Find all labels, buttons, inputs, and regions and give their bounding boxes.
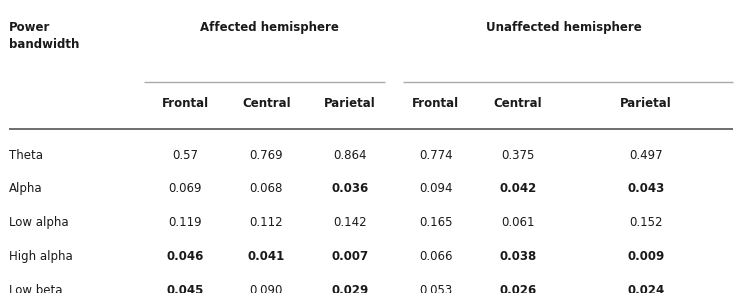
Text: 0.497: 0.497: [629, 149, 663, 162]
Text: 0.774: 0.774: [419, 149, 453, 162]
Text: 0.053: 0.053: [419, 284, 453, 293]
Text: 0.029: 0.029: [332, 284, 368, 293]
Text: 0.061: 0.061: [501, 216, 534, 229]
Text: 0.041: 0.041: [248, 250, 285, 263]
Text: Central: Central: [242, 97, 290, 110]
Text: 0.009: 0.009: [627, 250, 665, 263]
Text: 0.069: 0.069: [169, 183, 202, 195]
Text: 0.042: 0.042: [499, 183, 537, 195]
Text: 0.165: 0.165: [419, 216, 453, 229]
Text: Parietal: Parietal: [324, 97, 376, 110]
Text: 0.142: 0.142: [333, 216, 367, 229]
Text: 0.046: 0.046: [167, 250, 204, 263]
Text: Parietal: Parietal: [620, 97, 672, 110]
Text: Power
bandwidth: Power bandwidth: [9, 21, 79, 50]
Text: 0.119: 0.119: [169, 216, 202, 229]
Text: 0.026: 0.026: [499, 284, 537, 293]
Text: 0.375: 0.375: [501, 149, 534, 162]
Text: 0.024: 0.024: [627, 284, 665, 293]
Text: 0.769: 0.769: [250, 149, 283, 162]
Text: 0.864: 0.864: [333, 149, 367, 162]
Text: 0.068: 0.068: [250, 183, 283, 195]
Text: 0.045: 0.045: [167, 284, 204, 293]
Text: 0.038: 0.038: [499, 250, 537, 263]
Text: High alpha: High alpha: [9, 250, 72, 263]
Text: Frontal: Frontal: [412, 97, 459, 110]
Text: Alpha: Alpha: [9, 183, 43, 195]
Text: 0.007: 0.007: [332, 250, 368, 263]
Text: 0.066: 0.066: [419, 250, 453, 263]
Text: 0.57: 0.57: [172, 149, 198, 162]
Text: 0.043: 0.043: [627, 183, 665, 195]
Text: Affected hemisphere: Affected hemisphere: [200, 21, 338, 33]
Text: Low alpha: Low alpha: [9, 216, 69, 229]
Text: 0.112: 0.112: [250, 216, 283, 229]
Text: 0.090: 0.090: [250, 284, 283, 293]
Text: Theta: Theta: [9, 149, 43, 162]
Text: Central: Central: [494, 97, 542, 110]
Text: Frontal: Frontal: [162, 97, 209, 110]
Text: 0.094: 0.094: [419, 183, 453, 195]
Text: 0.152: 0.152: [629, 216, 663, 229]
Text: 0.036: 0.036: [332, 183, 368, 195]
Text: Low beta: Low beta: [9, 284, 63, 293]
Text: Unaffected hemisphere: Unaffected hemisphere: [486, 21, 642, 33]
